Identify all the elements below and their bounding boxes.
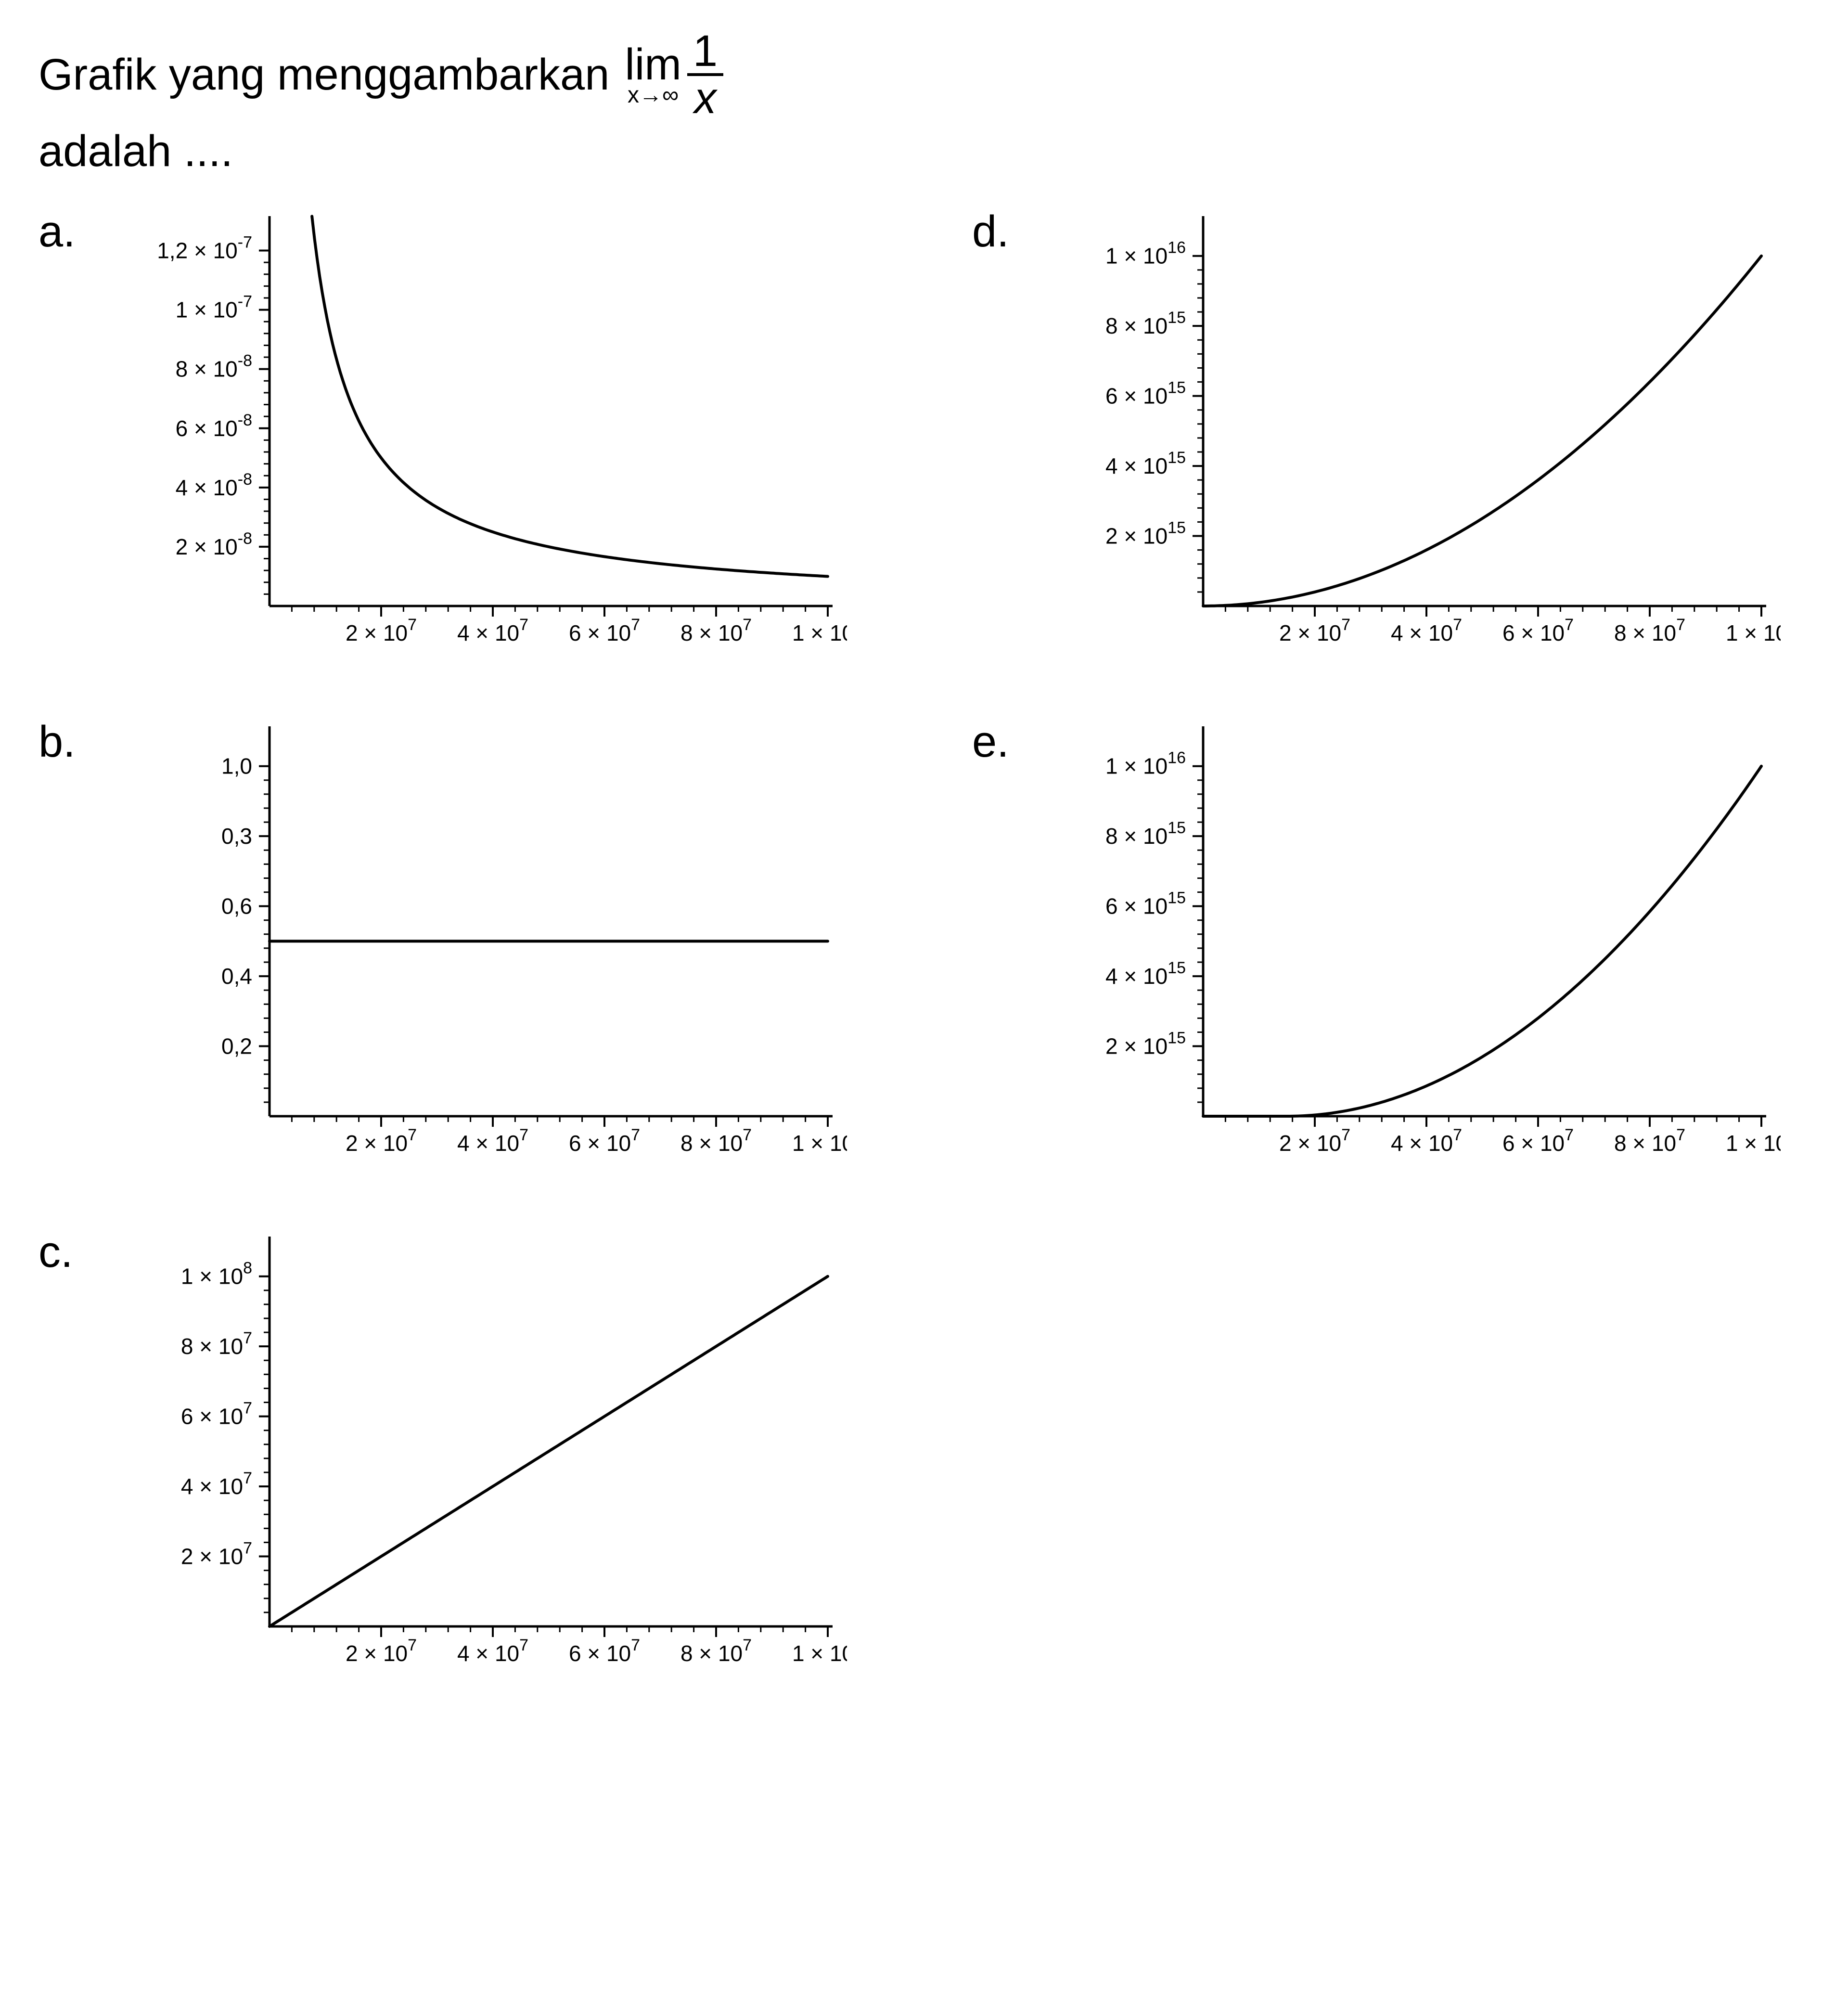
svg-text:8 × 107: 8 × 107 <box>1614 616 1685 645</box>
page: Grafik yang menggambarkan lim x→∞ 1 x ad… <box>0 0 1848 2011</box>
option-label-d: d. <box>972 202 1040 257</box>
svg-text:1 × 1016: 1 × 1016 <box>1105 239 1186 269</box>
curve-d <box>1203 256 1761 606</box>
svg-text:4 × 10-8: 4 × 10-8 <box>176 470 252 500</box>
svg-text:6 × 107: 6 × 107 <box>1502 616 1574 645</box>
svg-text:2 × 107: 2 × 107 <box>1279 1126 1350 1155</box>
svg-text:6 × 10-8: 6 × 10-8 <box>176 411 252 441</box>
chart-d: 2 × 107 4 × 107 6 × 107 8 × 107 1 × 108 2 × 1… <box>1040 202 1781 645</box>
svg-text:1 × 10-7: 1 × 10-7 <box>176 292 252 322</box>
chart-a: 2 × 107 4 × 107 6 × 107 8 × 107 1 × 108 2 × 1… <box>106 202 847 645</box>
chart-c: 2 × 107 4 × 107 6 × 107 8 × 107 1 × 108 2 × 1… <box>106 1222 847 1665</box>
svg-text:8 × 107: 8 × 107 <box>680 616 752 645</box>
option-a: a.2 × 1074 × 1076 × 1078 × 1071 × 1082 ×… <box>38 202 847 645</box>
left-column: a.2 × 1074 × 1076 × 1078 × 1071 × 1082 ×… <box>38 202 847 1665</box>
svg-text:8 × 107: 8 × 107 <box>680 1636 752 1665</box>
svg-text:6 × 107: 6 × 107 <box>569 1636 640 1665</box>
svg-text:2 × 107: 2 × 107 <box>181 1539 252 1569</box>
svg-text:1,2 × 10-7: 1,2 × 10-7 <box>157 233 252 263</box>
question-line2: adalah .... <box>38 120 1810 182</box>
option-b: b. 2 × 107 4 × 107 6 × 107 8 × 107 1 × 108 0,2… <box>38 712 847 1155</box>
svg-text:6 × 107: 6 × 107 <box>569 1126 640 1155</box>
svg-text:1 × 108: 1 × 108 <box>792 1636 847 1665</box>
svg-text:8 × 107: 8 × 107 <box>680 1126 752 1155</box>
svg-text:8 × 1015: 8 × 1015 <box>1105 819 1186 849</box>
limit-word: lim <box>625 42 681 87</box>
svg-text:0,3: 0,3 <box>221 824 252 849</box>
svg-text:2 × 107: 2 × 107 <box>346 1636 417 1665</box>
fraction: 1 x <box>687 29 723 120</box>
chart-columns: a.2 × 1074 × 1076 × 1078 × 1071 × 1082 ×… <box>38 202 1810 1665</box>
svg-text:1 × 108: 1 × 108 <box>181 1259 252 1289</box>
limit-sub: x→∞ <box>628 84 679 107</box>
svg-text:1 × 108: 1 × 108 <box>792 616 847 645</box>
chart-b: 2 × 107 4 × 107 6 × 107 8 × 107 1 × 108 0,2 0,… <box>106 712 847 1155</box>
svg-text:0,6: 0,6 <box>221 893 252 918</box>
svg-text:4 × 1015: 4 × 1015 <box>1105 959 1186 989</box>
svg-text:2 × 107: 2 × 107 <box>346 616 417 645</box>
option-d: d.2 × 1074 × 1076 × 1078 × 1071 × 1082 ×… <box>972 202 1781 645</box>
question-pre: Grafik yang menggambarkan <box>38 44 609 106</box>
option-label-c: c. <box>38 1222 106 1277</box>
svg-text:2 × 10-8: 2 × 10-8 <box>176 529 252 559</box>
option-c: c.2 × 1074 × 1076 × 1078 × 1071 × 1082 ×… <box>38 1222 847 1665</box>
option-e: e.2 × 1074 × 1076 × 1078 × 1071 × 1082 ×… <box>972 712 1781 1155</box>
svg-text:6 × 1015: 6 × 1015 <box>1105 378 1186 408</box>
svg-text:6 × 107: 6 × 107 <box>569 616 640 645</box>
svg-text:4 × 107: 4 × 107 <box>457 1126 528 1155</box>
svg-text:1,0: 1,0 <box>221 754 252 779</box>
svg-text:1 × 108: 1 × 108 <box>792 1126 847 1155</box>
question-text: Grafik yang menggambarkan lim x→∞ 1 x ad… <box>38 29 1810 182</box>
svg-text:6 × 1015: 6 × 1015 <box>1105 889 1186 918</box>
option-label-e: e. <box>972 712 1040 767</box>
svg-text:6 × 107: 6 × 107 <box>1502 1126 1574 1155</box>
svg-text:8 × 10-8: 8 × 10-8 <box>176 351 252 381</box>
curve-c <box>270 1276 828 1626</box>
svg-text:2 × 107: 2 × 107 <box>1279 616 1350 645</box>
svg-text:4 × 107: 4 × 107 <box>457 1636 528 1665</box>
fraction-num: 1 <box>687 29 723 76</box>
option-label-b: b. <box>38 712 106 767</box>
limit-expression: lim x→∞ 1 x <box>625 29 723 120</box>
svg-text:0,2: 0,2 <box>221 1033 252 1058</box>
svg-text:4 × 107: 4 × 107 <box>1391 616 1462 645</box>
chart-e: 2 × 107 4 × 107 6 × 107 8 × 107 1 × 108 2 × 1… <box>1040 712 1781 1155</box>
svg-text:4 × 107: 4 × 107 <box>457 616 528 645</box>
fraction-den: x <box>688 76 722 120</box>
svg-text:1 × 108: 1 × 108 <box>1726 1126 1781 1155</box>
svg-text:2 × 107: 2 × 107 <box>346 1126 417 1155</box>
svg-text:4 × 107: 4 × 107 <box>1391 1126 1462 1155</box>
svg-text:4 × 107: 4 × 107 <box>181 1469 252 1499</box>
curve-a <box>312 216 828 576</box>
svg-text:8 × 1015: 8 × 1015 <box>1105 309 1186 338</box>
svg-text:4 × 1015: 4 × 1015 <box>1105 449 1186 478</box>
svg-text:2 × 1015: 2 × 1015 <box>1105 1029 1186 1058</box>
right-column: d.2 × 1074 × 1076 × 1078 × 1071 × 1082 ×… <box>972 202 1781 1665</box>
svg-text:1 × 1016: 1 × 1016 <box>1105 749 1186 779</box>
curve-e <box>1203 766 1761 1116</box>
svg-text:8 × 107: 8 × 107 <box>1614 1126 1685 1155</box>
svg-text:1 × 108: 1 × 108 <box>1726 616 1781 645</box>
svg-text:0,4: 0,4 <box>221 964 252 989</box>
option-label-a: a. <box>38 202 106 257</box>
svg-text:6 × 107: 6 × 107 <box>181 1399 252 1429</box>
svg-text:2 × 1015: 2 × 1015 <box>1105 518 1186 548</box>
svg-text:8 × 107: 8 × 107 <box>181 1329 252 1359</box>
